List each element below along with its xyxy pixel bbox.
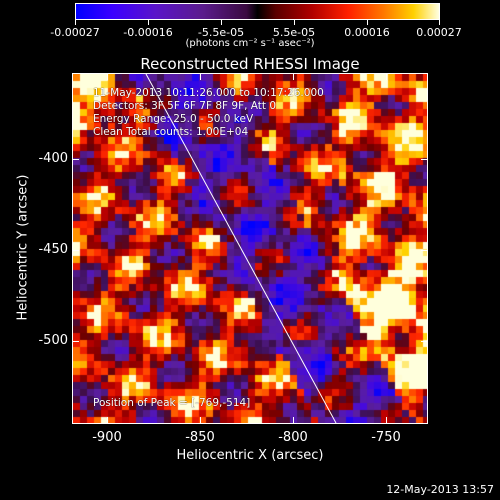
- x-tick: [386, 73, 387, 80]
- colorbar-label: -0.00016: [123, 26, 173, 39]
- image-plot: 11-May-2013 10:11:26.000 to 10:17:26.000…: [72, 73, 428, 424]
- y-tick: [421, 341, 428, 342]
- plot-title: Reconstructed RHESSI Image: [140, 55, 360, 73]
- colorbar-tick: [148, 20, 149, 25]
- x-tick: [107, 73, 108, 80]
- colorbar-tick: [75, 20, 76, 25]
- y-tick-label: -500: [38, 333, 68, 348]
- x-tick: [293, 417, 294, 424]
- colorbar-label: 0.00016: [344, 26, 390, 39]
- x-tick: [293, 73, 294, 80]
- y-axis-title: Heliocentric Y (arcsec): [15, 174, 31, 321]
- info-peak: Position of Peak = [-769,-514]: [93, 397, 251, 409]
- colorbar-units: (photons cm⁻² s⁻¹ asec⁻²): [185, 38, 315, 49]
- y-tick: [421, 159, 428, 160]
- y-tick: [72, 159, 79, 160]
- x-tick-label: -750: [371, 430, 401, 445]
- colorbar-label: 0.00027: [416, 26, 462, 39]
- x-tick: [200, 417, 201, 424]
- info-detectors: Detectors: 3F 5F 6F 7F 8F 9F, Att 0: [93, 100, 277, 112]
- colorbar-tick: [367, 20, 368, 25]
- y-tick-label: -450: [38, 242, 68, 257]
- x-axis-title: Heliocentric X (arcsec): [176, 448, 324, 463]
- colorbar-tick: [439, 20, 440, 25]
- timestamp: 12-May-2013 13:57: [386, 483, 494, 496]
- x-tick-label: -900: [92, 430, 122, 445]
- rhessi-image: [73, 74, 427, 423]
- limb-overlay: [145, 74, 337, 423]
- colorbar-tick: [294, 20, 295, 25]
- colorbar-label: -0.00027: [50, 26, 100, 39]
- info-energy: Energy Range: 25.0 - 50.0 keV: [93, 113, 254, 125]
- colorbar-label: 5.5e-05: [272, 26, 316, 39]
- x-tick: [107, 417, 108, 424]
- y-tick: [72, 250, 79, 251]
- colorbar-label: -5.5e-05: [197, 26, 245, 39]
- colorbar-tick: [221, 20, 222, 25]
- y-tick: [421, 250, 428, 251]
- y-tick-label: -400: [38, 151, 68, 166]
- x-tick-label: -850: [185, 430, 215, 445]
- x-tick-label: -800: [278, 430, 308, 445]
- colorbar: [75, 3, 440, 20]
- info-clean: Clean Total counts: 1.00E+04: [93, 126, 249, 138]
- solar-limb-line: [145, 74, 337, 423]
- info-time: 11-May-2013 10:11:26.000 to 10:17:26.000: [93, 87, 324, 99]
- y-tick: [72, 341, 79, 342]
- x-tick: [386, 417, 387, 424]
- x-tick: [200, 73, 201, 80]
